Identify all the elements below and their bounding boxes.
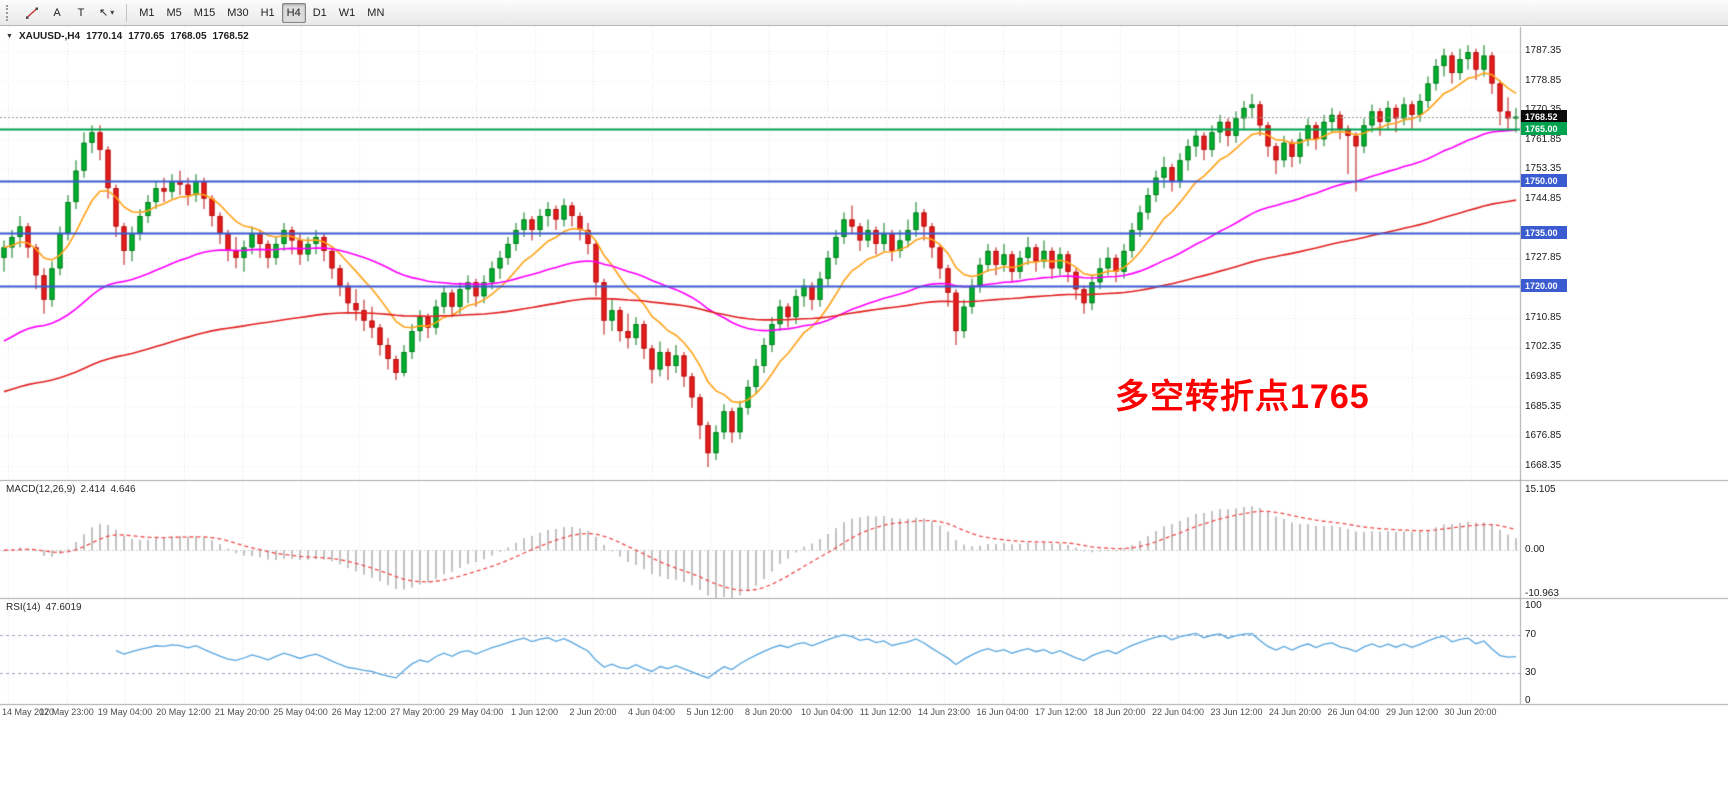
rsi-title: RSI(14) — [6, 602, 41, 613]
rsi-tick-label: 0 — [1525, 695, 1531, 706]
time-tick-label: 4 Jun 04:00 — [627, 707, 676, 717]
ohlc-close: 1768.52 — [212, 31, 249, 42]
trendline-icon — [26, 7, 38, 19]
time-tick-label: 5 Jun 12:00 — [686, 707, 734, 717]
collapse-data-icon[interactable]: ▼ — [6, 33, 13, 40]
arrow-tool-icon: ↖ — [99, 7, 109, 19]
level-1735-badge: 1735.00 — [1521, 226, 1567, 239]
timeframe-m1-button[interactable]: M1 — [134, 3, 159, 23]
rsi-value: 47.6019 — [45, 602, 82, 613]
trendline-tool-button[interactable] — [20, 3, 44, 23]
time-tick-label: 14 Jun 23:00 — [917, 707, 971, 717]
price-tick-label: 1761.85 — [1525, 134, 1562, 145]
level-1765-badge: 1765.00 — [1521, 122, 1567, 135]
price-tick-label: 1668.35 — [1525, 460, 1562, 471]
time-tick-label: 19 May 04:00 — [97, 707, 153, 717]
time-tick-label: 1 Jun 12:00 — [510, 707, 559, 717]
time-tick-label: 22 Jun 04:00 — [1151, 707, 1205, 717]
macd-tick-label: 15.105 — [1525, 484, 1556, 495]
chart-annotation: 多空转折点1765 — [1115, 378, 1370, 416]
price-tick-label: 1710.85 — [1525, 312, 1562, 323]
timeframe-w1-button[interactable]: W1 — [334, 3, 361, 23]
toolbar-drag-handle[interactable] — [6, 4, 12, 21]
time-tick-label: 17 May 23:00 — [39, 707, 94, 717]
time-tick-label: 8 Jun 20:00 — [744, 707, 793, 717]
timeframe-h4-button[interactable]: H4 — [281, 2, 306, 23]
label-tool-label: T — [77, 6, 85, 19]
time-tick-label: 21 May 20:00 — [214, 707, 270, 717]
rsi-tick-label: 30 — [1525, 667, 1537, 678]
rsi-tick-label: 70 — [1525, 629, 1537, 640]
top-toolbar: A T ↖ ▾ M1 M5 M15 M30 H1 H4 D1 W1 MN — [0, 0, 1728, 26]
time-tick-label: 23 Jun 12:00 — [1210, 707, 1263, 717]
time-tick-label: 27 May 20:00 — [390, 707, 445, 717]
chevron-down-icon: ▾ — [110, 8, 115, 17]
time-tick-label: 10 Jun 04:00 — [800, 707, 854, 717]
time-tick-label: 14 May 2020 — [2, 707, 55, 717]
time-tick-label: 29 Jun 12:00 — [1385, 707, 1439, 717]
ohlc-high: 1770.65 — [128, 31, 165, 42]
ohlc-open: 1770.14 — [86, 31, 123, 42]
macd-value-signal: 4.646 — [110, 484, 136, 495]
time-tick-label: 26 Jun 04:00 — [1327, 707, 1380, 717]
text-tool-button[interactable]: A — [46, 3, 68, 23]
macd-tick-label: -10.963 — [1525, 588, 1559, 599]
ohlc-low: 1768.05 — [170, 31, 207, 42]
symbol-period-label: XAUUSD-,H4 — [18, 31, 81, 42]
timeframe-m15-button[interactable]: M15 — [189, 3, 220, 23]
price-tick-label: 1778.85 — [1525, 75, 1562, 86]
current-price-badge: 1768.52 — [1521, 110, 1567, 123]
macd-indicator-label: MACD(12,26,9) 2.414 4.646 — [6, 484, 136, 495]
arrow-tool-button[interactable]: ↖ ▾ — [94, 3, 119, 23]
timeframe-d1-button[interactable]: D1 — [308, 3, 332, 23]
time-tick-label: 16 Jun 04:00 — [976, 707, 1029, 717]
toolbar-separator — [126, 3, 128, 22]
time-tick-label: 29 May 04:00 — [448, 707, 504, 717]
time-tick-label: 18 Jun 20:00 — [1093, 707, 1146, 717]
label-tool-button[interactable]: T — [70, 3, 92, 23]
time-tick-label: 2 Jun 20:00 — [569, 707, 617, 717]
symbol-info: ▼ XAUUSD-,H4 1770.14 1770.65 1768.05 176… — [6, 31, 249, 42]
price-tick-label: 1770.35 — [1525, 104, 1561, 115]
timeframe-m5-button[interactable]: M5 — [162, 3, 187, 23]
price-tick-label: 1676.85 — [1525, 430, 1562, 441]
rsi-indicator-label: RSI(14) 47.6019 — [6, 602, 82, 613]
price-tick-label: 1727.85 — [1525, 252, 1562, 263]
price-tick-label: 1685.35 — [1525, 401, 1562, 412]
level-1720-badge: 1720.00 — [1521, 279, 1567, 292]
timeframe-h1-button[interactable]: H1 — [256, 3, 280, 23]
text-tool-label: A — [53, 6, 61, 19]
time-tick-label: 30 Jun 20:00 — [1444, 707, 1497, 717]
timeframe-toolbar: M1 M5 M15 M30 H1 H4 D1 W1 MN — [133, 2, 390, 23]
macd-value-main: 2.414 — [80, 484, 106, 495]
time-tick-label: 26 May 12:00 — [331, 707, 387, 717]
time-tick-label: 24 Jun 20:00 — [1268, 707, 1322, 717]
time-tick-label: 17 Jun 12:00 — [1034, 707, 1088, 717]
price-tick-label: 1702.35 — [1525, 341, 1562, 352]
rsi-tick-label: 100 — [1525, 600, 1542, 611]
price-tick-label: 1693.85 — [1525, 371, 1562, 382]
time-tick-label: 25 May 04:00 — [273, 707, 328, 717]
timeframe-mn-button[interactable]: MN — [362, 3, 389, 23]
level-1750-badge: 1750.00 — [1521, 174, 1567, 187]
time-tick-label: 11 Jun 12:00 — [859, 707, 912, 717]
price-tick-label: 1753.35 — [1525, 163, 1562, 174]
timeframe-m30-button[interactable]: M30 — [222, 3, 253, 23]
price-tick-label: 1744.85 — [1525, 193, 1562, 204]
macd-tick-label: 0.00 — [1525, 544, 1545, 555]
time-tick-label: 20 May 12:00 — [156, 707, 211, 717]
macd-title: MACD(12,26,9) — [6, 484, 76, 495]
price-tick-label: 1787.35 — [1525, 45, 1562, 56]
